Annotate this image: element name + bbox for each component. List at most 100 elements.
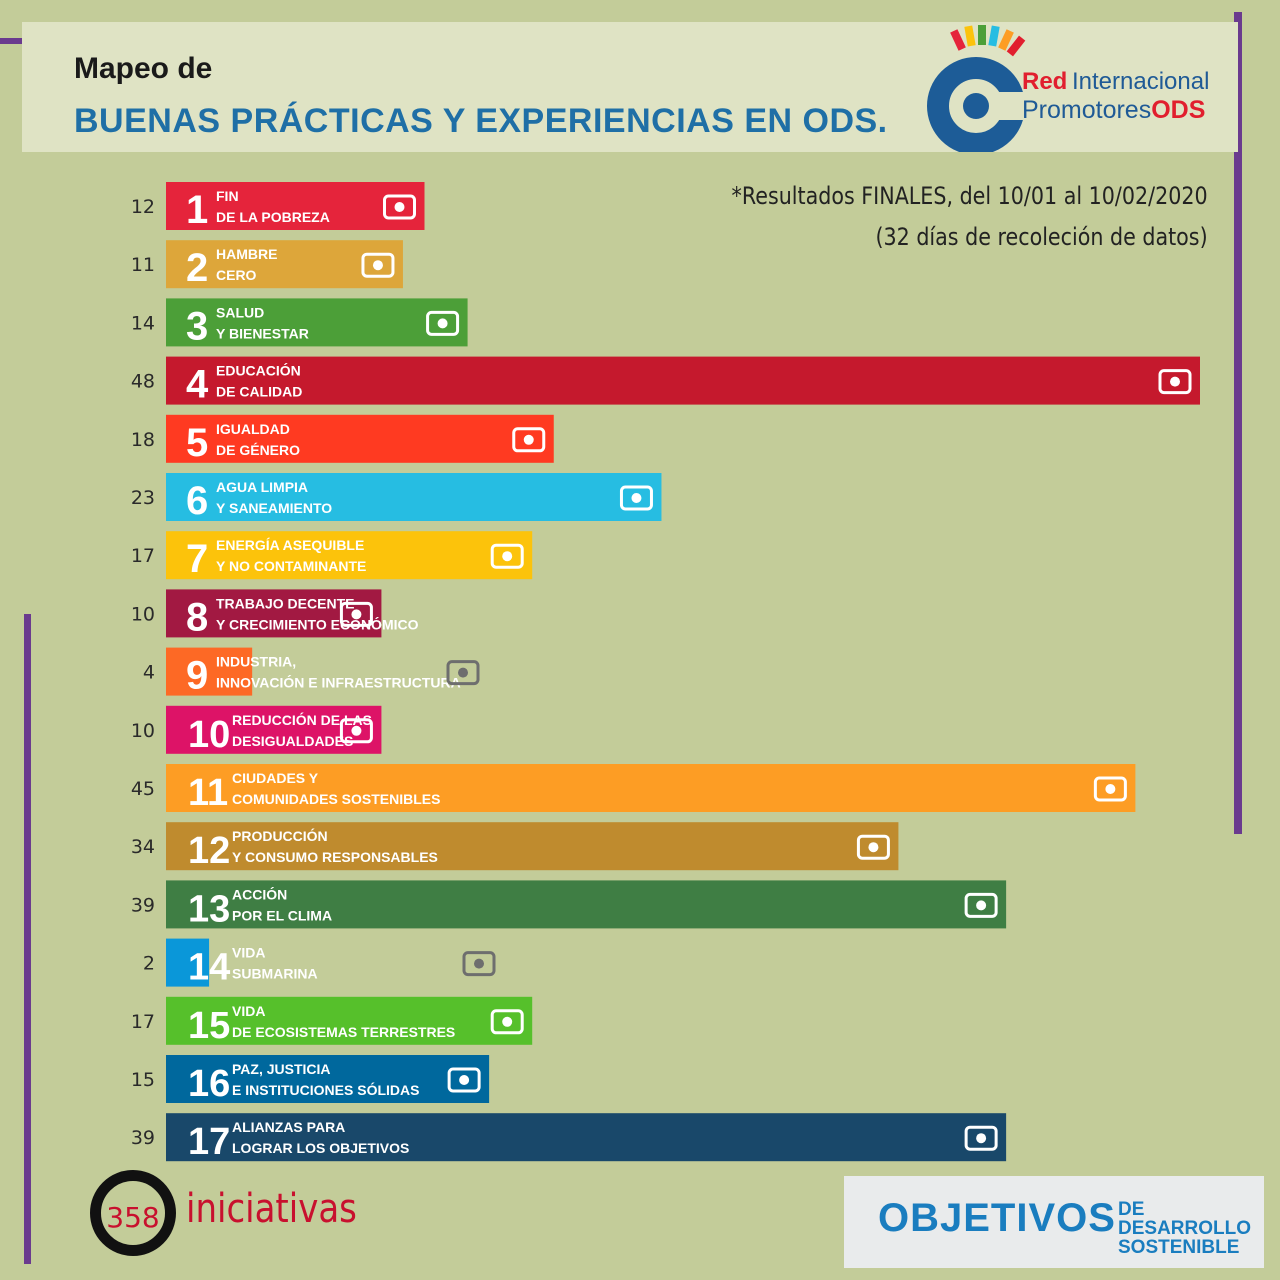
sdg-row-17: 39 17 ALIANZAS PARA LOGRAR LOS OBJETIVOS [131,1113,1007,1163]
bar-sdg-6 [166,473,662,521]
sdg-number: 14 [188,947,230,989]
bar-value-label: 45 [131,778,155,800]
sdg-number: 1 [186,188,208,232]
bar-value-label: 11 [131,254,155,276]
people-icon [383,194,416,220]
sdg-row-16: 15 16 PAZ, JUSTICIA E INSTITUCIONES SÓLIDAS [131,1055,490,1105]
sdg-label-line1: PAZ, JUSTICIA [232,1061,331,1077]
sdg-label-line1: PRODUCCIÓN [232,827,328,844]
sdg-row-7: 17 7 ENERGÍA ASEQUIBLE Y NO CONTAMINANTE [131,531,533,581]
bar-sdg-11 [166,764,1136,812]
bar-sdg-13 [166,880,1007,929]
sdg-row-4: 48 4 EDUCACIÓN DE CALIDAD [131,356,1200,407]
sdg-label-line1: AGUA LIMPIA [216,479,308,495]
bar-sdg-7 [166,531,533,580]
bar-sdg-17 [166,1113,1007,1162]
frame-line-right [1234,12,1242,834]
bar-sdg-5 [166,414,554,463]
bar-sdg-15 [166,996,533,1045]
frame-line-left [24,614,31,1264]
bar-value-label: 39 [131,894,155,916]
infinity-icon [856,834,890,860]
bar-value-label: 23 [131,487,155,509]
logo-text-red: Red [1022,68,1068,95]
bar-sdg-1 [166,182,425,230]
red-promotores-logo: Red Internacional PromotoresODS [910,22,1210,152]
sdg-label-line2: Y SANEAMIENTO [216,500,332,516]
logo-text-promotores: PromotoresODS [1022,96,1206,124]
sdg-label-line2: SUBMARINA [232,966,318,982]
sdg-row-9: 4 9 INDUSTRIA, INNOVACIÓN E INFRAESTRUCTURA [143,647,480,698]
sdg-label-line2: COMUNIDADES SOSTENIBLES [232,791,440,807]
sdg-row-15: 17 15 VIDA DE ECOSISTEMAS TERRESTRES [131,996,533,1047]
sdg-number: 10 [188,714,230,756]
results-note-line1: *Resultados FINALES, del 10/01 al 10/02/… [731,182,1208,210]
sdg-label-line1: TRABAJO DECENTE [216,595,354,611]
equality-arrows-icon [339,718,373,744]
bar-value-label: 17 [131,545,155,567]
brand-objetivos: OBJETIVOS [878,1196,1116,1240]
sdg-number: 8 [186,595,208,639]
sdg-row-2: 11 2 HAMBRE CERO [131,240,403,290]
sdg-number: 12 [188,830,230,872]
bar-value-label: 34 [131,836,155,858]
sdg-row-1: 12 1 FIN DE LA POBREZA [131,182,425,232]
sdg-number: 13 [188,888,230,930]
sdg-label-line1: ALIANZAS PARA [232,1119,345,1135]
bar-sdg-16 [166,1055,490,1103]
sdg-row-13: 39 13 ACCIÓN POR EL CLIMA [131,880,1007,930]
sdg-label-line2: Y NO CONTAMINANTE [216,558,366,574]
sdg-label-line2: Y CONSUMO RESPONSABLES [232,849,438,865]
sdg-number: 16 [188,1063,230,1105]
sdg-label-line2: E INSTITUCIONES SÓLIDAS [232,1081,419,1098]
heartbeat-icon [426,310,460,336]
sdg-number: 17 [188,1121,230,1163]
total-circle: 358 [90,1170,176,1256]
sdg-label-line1: ACCIÓN [232,885,287,902]
sdg-label-line2: Y CRECIMIENTO ECONÓMICO [216,615,419,632]
bar-value-label: 12 [131,196,155,218]
tree-icon [490,1009,524,1035]
sdg-label-line2: DE ECOSISTEMAS TERRESTRES [232,1024,455,1040]
sdg-row-3: 14 3 SALUD Y BIENESTAR [131,298,468,348]
sdg-label-line1: CIUDADES Y [232,770,319,786]
sdg-number: 6 [186,479,208,523]
results-note: *Resultados FINALES, del 10/01 al 10/02/… [732,176,1208,258]
sdg-label-line1: ENERGÍA ASEQUIBLE [216,537,364,553]
sdg-label-line2: DESIGUALDADES [232,733,353,749]
bar-value-label: 39 [131,1127,155,1149]
dove-icon [447,1067,481,1093]
bar-value-label: 14 [131,312,155,334]
sdg-label-line1: HAMBRE [216,246,277,262]
bar-value-label: 17 [131,1011,155,1033]
fish-icon [462,951,496,977]
sdg-row-8: 10 8 TRABAJO DECENTE Y CRECIMIENTO ECONÓMIC… [131,589,419,639]
sdg-label-line1: FIN [216,188,239,204]
bar-value-label: 10 [131,720,155,742]
bar-value-label: 4 [143,662,155,684]
sdg-brand-box: OBJETIVOS DE DESARROLLO SOSTENIBLE [844,1176,1264,1268]
sdg-label-line1: SALUD [216,304,264,320]
sdg-label-line1: EDUCACIÓN [216,362,301,379]
sdg-number: 2 [186,246,208,290]
sdg-number: 4 [186,363,209,407]
sdg-number: 3 [186,304,208,348]
city-icon [1093,776,1127,802]
bar-value-label: 18 [131,429,155,451]
sun-power-icon [490,543,524,569]
sdg-label-line1: VIDA [232,1003,265,1019]
rings-icon [964,1125,998,1151]
sdg-row-12: 34 12 PRODUCCIÓN Y CONSUMO RESPONSABLES [131,822,899,872]
sdg-label-line2: CERO [216,267,257,283]
total-label: iniciativas [186,1186,357,1232]
bar-value-label: 10 [131,603,155,625]
sdg-number: 11 [188,772,228,814]
sdg-row-14: 2 14 VIDA SUBMARINA [143,938,496,989]
bar-sdg-9 [166,647,253,696]
sdg-label-line2: Y BIENESTAR [216,325,309,341]
bar-sdg-8 [166,589,382,638]
bar-sdg-10 [166,705,382,754]
book-icon [1158,369,1192,395]
